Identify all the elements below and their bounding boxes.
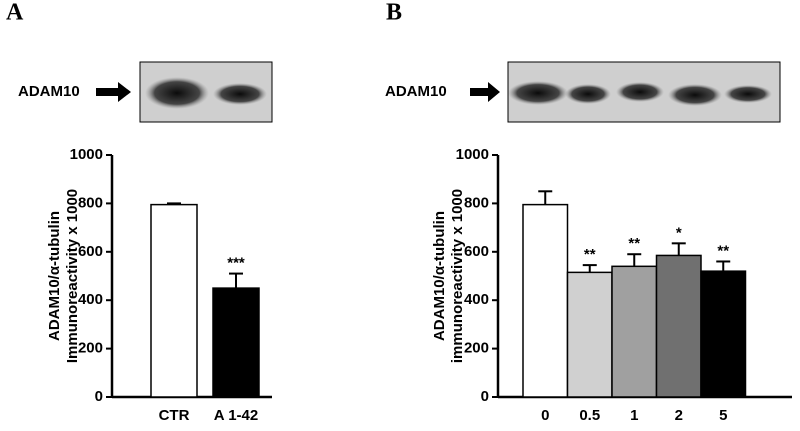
- y-tick-label: 400: [78, 291, 103, 308]
- blot-a: ADAM10: [18, 61, 273, 123]
- bar: [522, 203, 569, 398]
- arrow: [96, 82, 131, 102]
- blot-label: ADAM10: [18, 83, 80, 100]
- x-tick-label: CTR: [159, 407, 190, 424]
- significance-label: *: [676, 224, 682, 241]
- bar: [655, 254, 702, 398]
- blot-band: [724, 85, 772, 103]
- blot-band: [508, 81, 568, 105]
- y-tick-label: 0: [95, 388, 103, 405]
- significance-label: **: [628, 235, 640, 252]
- y-axis-label: ADAM10/α-tubulin: [431, 211, 448, 341]
- y-tick-label: 600: [78, 243, 103, 260]
- blot-band: [616, 82, 664, 102]
- arrow: [470, 82, 500, 102]
- y-tick-label: 0: [481, 388, 489, 405]
- y-tick-label: 200: [464, 340, 489, 357]
- x-tick-label: A 1-42: [214, 407, 258, 424]
- bar: [700, 270, 747, 398]
- blot-band: [668, 84, 722, 106]
- blot-b: ADAM10: [385, 61, 781, 123]
- y-tick-label: 800: [464, 194, 489, 211]
- blot-band: [145, 77, 209, 109]
- y-tick-label: 800: [78, 194, 103, 211]
- y-tick-label: 1000: [456, 146, 489, 163]
- bar: [566, 271, 613, 398]
- blot-label: ADAM10: [385, 83, 447, 100]
- y-axis-label: Immunoreactivity x 1000: [64, 189, 81, 363]
- x-tick-label: 2: [675, 407, 683, 424]
- bar: [150, 203, 198, 398]
- x-tick-label: 1: [630, 407, 638, 424]
- blot-band: [213, 83, 267, 105]
- x-tick-label: 5: [719, 407, 727, 424]
- bar: [611, 265, 658, 398]
- y-tick-label: 200: [78, 340, 103, 357]
- x-tick-label: 0: [541, 407, 549, 424]
- x-tick-label: 0.5: [579, 407, 600, 424]
- y-tick-label: 400: [464, 291, 489, 308]
- y-axis-label: ADAM10/α-tubulin: [46, 211, 63, 341]
- y-tick-label: 600: [464, 243, 489, 260]
- panel-label: B: [386, 0, 402, 26]
- significance-label: **: [584, 246, 596, 263]
- y-tick-label: 1000: [70, 146, 103, 163]
- bar: [212, 287, 260, 398]
- significance-label: ***: [227, 255, 245, 272]
- panel-label: A: [6, 0, 24, 26]
- y-axis-label: immunoreactivity x 1000: [449, 189, 466, 363]
- blot-band: [565, 84, 611, 104]
- significance-label: **: [717, 242, 729, 259]
